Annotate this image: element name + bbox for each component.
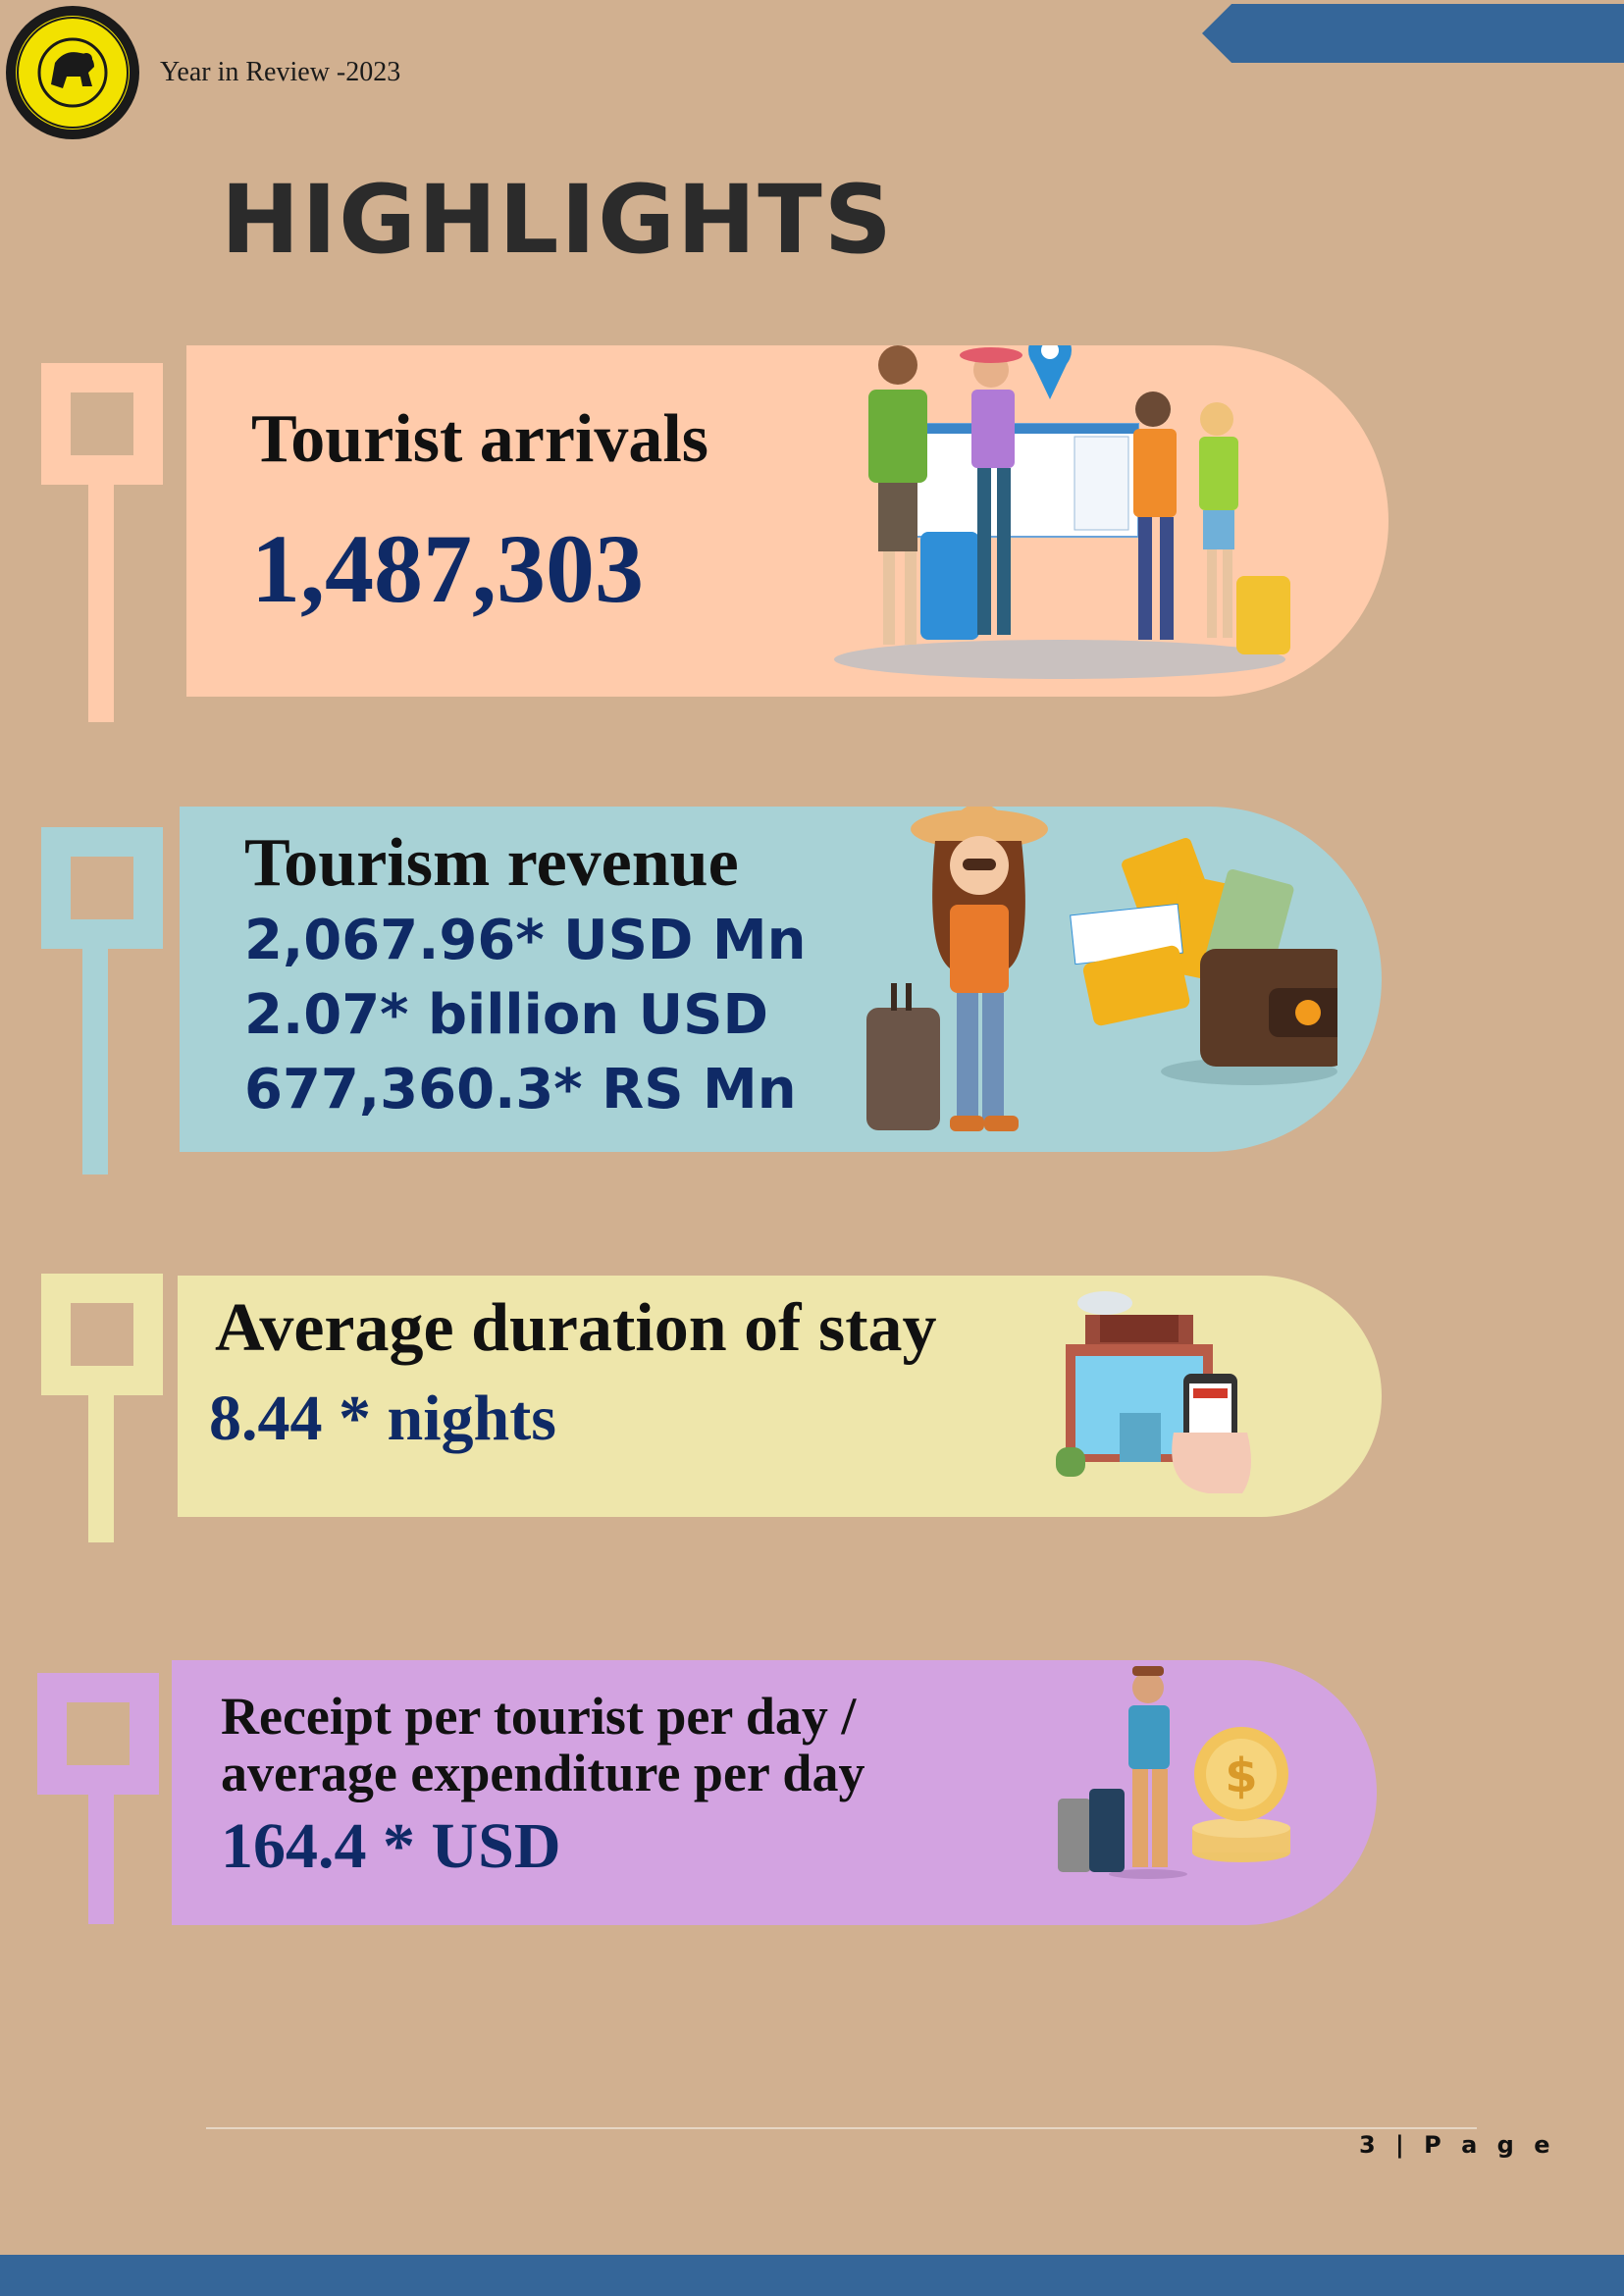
header-text: Year in Review -2023 — [160, 57, 401, 87]
card-value: 2,067.96* USD Mn — [244, 909, 807, 972]
card-receipt-per-day: Receipt per tourist per day / average ex… — [172, 1660, 1377, 1925]
hotel-phone-illustration-icon — [1046, 1285, 1272, 1506]
card-label: Tourist arrivals — [251, 401, 709, 477]
card-value: 677,360.3* RS Mn — [244, 1058, 797, 1122]
card-value: 2.07* billion USD — [244, 983, 768, 1047]
traveler-coins-illustration-icon: $ — [1050, 1666, 1305, 1882]
emblem-logo-icon — [4, 4, 141, 141]
svg-text:$: $ — [1225, 1748, 1257, 1803]
card-label-line-1: Receipt per tourist per day / — [221, 1687, 857, 1746]
travelers-illustration-icon — [814, 345, 1305, 694]
card-tourism-revenue: Tourism revenue 2,067.96* USD Mn 2.07* b… — [180, 807, 1382, 1152]
card-value: 1,487,303 — [251, 514, 644, 623]
footer-rule — [206, 2127, 1477, 2129]
card-tourist-arrivals: Tourist arrivals 1,487,303 — [186, 345, 1388, 697]
card-average-stay: Average duration of stay 8.44 * nights — [178, 1276, 1382, 1517]
page-number: 3 | P a g e — [1359, 2131, 1556, 2159]
card-label-line-2: average expenditure per day — [221, 1744, 865, 1802]
card-value: 8.44 * nights — [209, 1383, 556, 1454]
card-label: Average duration of stay — [215, 1290, 937, 1366]
card-label: Tourism revenue — [244, 825, 739, 901]
card-value: 164.4 * USD — [221, 1810, 561, 1882]
traveler-with-wallet-illustration-icon — [866, 807, 1347, 1150]
header-tab-decoration — [1202, 4, 1624, 63]
footer-bar — [0, 2255, 1624, 2296]
page-title: HIGHLIGHTS — [221, 165, 894, 275]
